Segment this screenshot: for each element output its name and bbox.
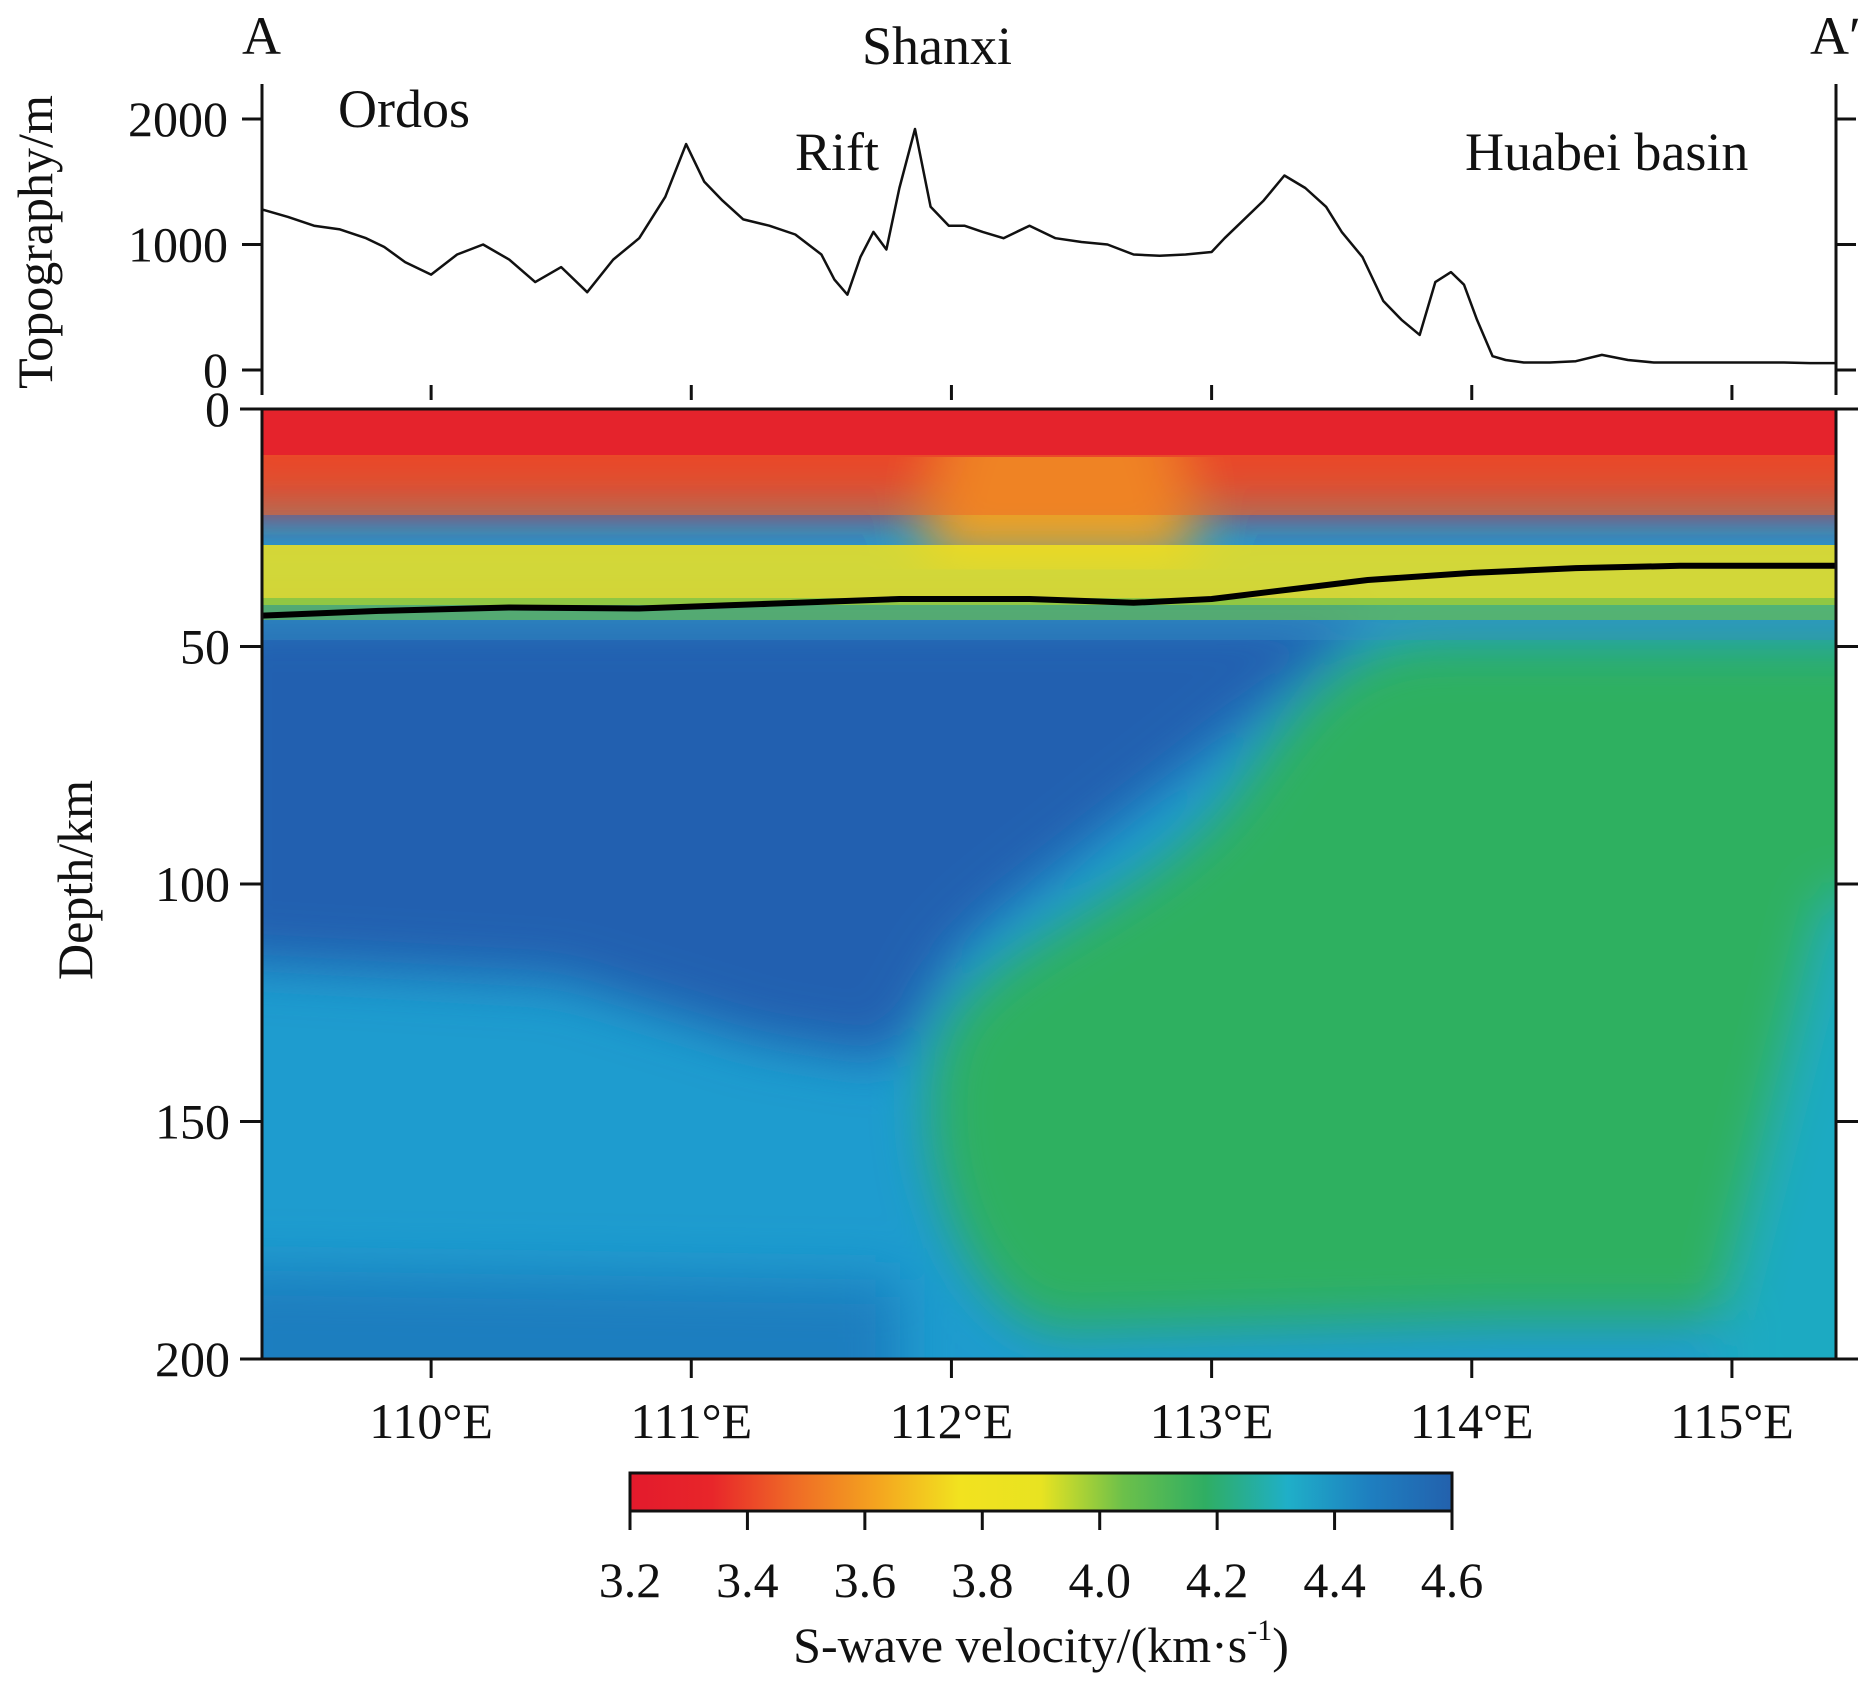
crust-gradient-orange: [262, 455, 1836, 515]
lower-crust-green: [262, 598, 1836, 620]
depth-tick-label: 200: [155, 1331, 230, 1387]
ordos-lithosphere-blob: [262, 610, 1380, 1060]
colorbar-tick-label: 4.0: [1068, 1552, 1131, 1608]
upper-crust-top: [262, 409, 1836, 457]
colorbar-ticks: 3.2 3.4 3.6 3.8 4.0 4.2 4.4 4.6: [599, 1511, 1484, 1608]
colorbar-label-main: S-wave velocity/(km·s: [793, 1617, 1247, 1673]
deep-blue-base: [262, 1270, 900, 1359]
colorbar-tick-label: 3.8: [951, 1552, 1014, 1608]
depth-tick-label: 100: [155, 856, 230, 912]
topo-y-tick-label: 2000: [128, 91, 228, 147]
huabei-mantle-blob: [930, 640, 1836, 1330]
annot-shanxi: Shanxi: [862, 16, 1012, 76]
colorbar-tick-label: 3.4: [716, 1552, 779, 1608]
colorbar-label: S-wave velocity/(km·s-1): [793, 1614, 1289, 1673]
depth-tick-label: 150: [155, 1094, 230, 1150]
section-x-tick-label: 112°E: [890, 1393, 1014, 1449]
topo-y-tick-label: 1000: [128, 217, 228, 273]
colorbar-bar: [628, 1471, 1454, 1513]
colorbar-label-end: ): [1272, 1617, 1289, 1673]
colorbar-label-sup: -1: [1247, 1614, 1272, 1647]
section-x-tick-label: 115°E: [1670, 1393, 1794, 1449]
velocity-field: [262, 409, 1836, 1359]
topography-line: [261, 127, 1836, 365]
topo-y-tick-label: 0: [203, 342, 228, 398]
depth-ticks: 0 50 100 150 200: [155, 381, 1858, 1387]
right-edge-cyan: [1715, 900, 1836, 1359]
topo-x-ticks: [429, 385, 1734, 400]
depth-y-label: Depth/km: [47, 780, 103, 980]
annot-rift: Rift: [795, 122, 879, 182]
annot-a-prime: A′: [1810, 6, 1861, 66]
section-x-tick-label: 111°E: [630, 1393, 752, 1449]
colorbar-tick-label: 4.2: [1186, 1552, 1249, 1608]
annot-ordos: Ordos: [338, 79, 470, 139]
colorbar-tick-label: 3.6: [834, 1552, 897, 1608]
colorbar-tick-label: 4.4: [1303, 1552, 1366, 1608]
section-x-ticks: 110°E 111°E 112°E 113°E 114°E 115°E: [369, 1359, 1794, 1449]
colorbar: 3.2 3.4 3.6 3.8 4.0 4.2 4.4 4.6 S-wave velocity…: [599, 1471, 1484, 1673]
section-x-tick-label: 114°E: [1410, 1393, 1534, 1449]
middle-crust-yellow: [262, 545, 1836, 605]
section-x-tick-label: 110°E: [369, 1393, 493, 1449]
moho-line: [261, 562, 1836, 619]
colorbar-tick-label: 3.2: [599, 1552, 662, 1608]
depth-tick-label: 0: [205, 381, 230, 437]
topo-y-ticks: 0 1000 2000: [128, 91, 1856, 398]
annot-huabei-basin: Huabei basin: [1465, 122, 1748, 182]
section-x-tick-label: 113°E: [1150, 1393, 1274, 1449]
depth-tick-label: 50: [180, 619, 230, 675]
topography-panel: 0 1000 2000 Topography/m: [7, 84, 1856, 400]
topo-y-label: Topography/m: [7, 95, 63, 389]
annot-a: A: [242, 6, 281, 66]
colorbar-tick-label: 4.6: [1421, 1552, 1484, 1608]
